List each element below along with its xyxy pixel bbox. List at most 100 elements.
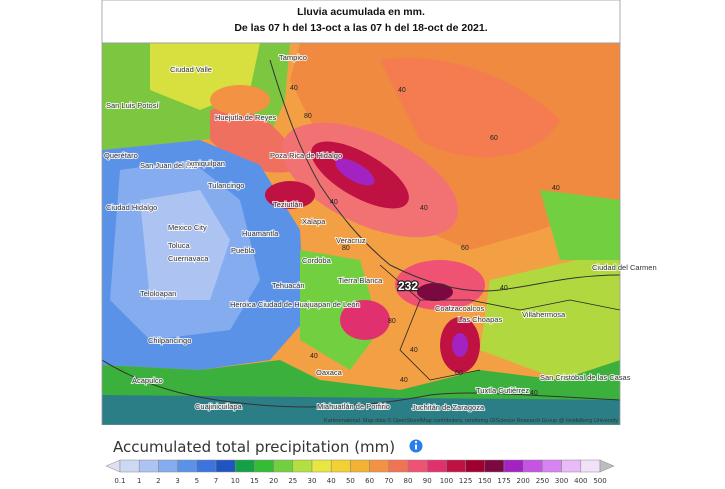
place-label: Cuajinicuilapa: [195, 402, 243, 411]
contour-label: 80: [342, 245, 350, 252]
place-label: Cordoba: [302, 256, 332, 265]
place-label: Querétaro: [104, 151, 138, 160]
place-label: Huamantla: [242, 229, 279, 238]
colorbar-tick-label: 20: [269, 477, 278, 485]
place-label: Tuxtla Gutiérrez: [476, 386, 529, 395]
colorbar-segment: [426, 459, 447, 473]
legend-title: Accumulated total precipitation (mm): [113, 438, 395, 456]
colorbar-segment: [292, 459, 313, 473]
header-line: Lluvia acumulada en mm.: [297, 6, 425, 18]
colorbar-segment: [503, 459, 524, 473]
contour-label: 40: [398, 87, 406, 94]
map: [102, 43, 620, 425]
place-label: Tierra Blanca: [338, 276, 383, 285]
colorbar-tick-label: 2: [156, 477, 160, 485]
contour-label: 40: [530, 390, 538, 397]
header-line: De las 07 h del 13-oct a las 07 h del 18…: [234, 22, 487, 34]
colorbar-tick-label: 1: [137, 477, 141, 485]
colorbar-tick-label: 100: [440, 477, 453, 485]
colorbar-segment: [580, 459, 601, 473]
colorbar-tick-label: 3: [175, 477, 179, 485]
colorbar-segment: [446, 459, 466, 473]
place-label: Ixmiquilpan: [187, 159, 225, 168]
colorbar-segment: [273, 459, 294, 473]
colorbar-segment: [369, 459, 390, 473]
colorbar-tick-label: 40: [327, 477, 336, 485]
place-label: Acapulco: [132, 376, 163, 385]
place-label: San Luis Potosí: [106, 101, 159, 110]
colorbar-tick-label: 150: [478, 477, 491, 485]
colorbar-segment: [196, 459, 217, 473]
place-label: San Cristóbal de las Casas: [540, 373, 631, 382]
colorbar-extension: [599, 459, 615, 473]
colorbar-tick-label: 60: [365, 477, 374, 485]
colorbar-segment: [350, 459, 370, 473]
place-label: Teloloapan: [140, 289, 176, 298]
contour-label: 60: [490, 135, 498, 142]
place-label: Tehuacán: [272, 281, 305, 290]
colorbar-segment: [138, 459, 159, 473]
colorbar-tick-label: 175: [497, 477, 510, 485]
colorbar-segment: [177, 459, 198, 473]
colorbar-tick-label: 15: [250, 477, 259, 485]
place-label: Toluca: [168, 241, 191, 250]
colorbar-tick-label: 5: [195, 477, 199, 485]
place-label: Poza Rica de Hidalgo: [270, 151, 342, 160]
colorbar-tick-label: 70: [384, 477, 393, 485]
place-label: San Juan del Río: [140, 161, 198, 170]
colorbar-tick-label: 10: [231, 477, 240, 485]
contour-label: 40: [552, 185, 560, 192]
contour-label: 60: [455, 370, 463, 377]
colorbar-segment: [465, 459, 486, 473]
contour-label: 40: [310, 353, 318, 360]
colorbar-tick-label: 0.1: [114, 477, 125, 485]
place-label: Xalapa: [302, 217, 326, 226]
colorbar-segment: [119, 459, 140, 473]
colorbar-tick-label: 250: [536, 477, 549, 485]
colorbar-tick-label: 125: [459, 477, 472, 485]
contour-label: 40: [420, 205, 428, 212]
colorbar-segment: [484, 459, 505, 473]
info-icon[interactable]: [409, 439, 423, 453]
place-label: Cuernavaca: [168, 254, 209, 263]
place-label: Coatzacoalcos: [435, 304, 484, 313]
colorbar-segment: [215, 459, 236, 473]
place-label: Ciudad del Carmen: [592, 263, 657, 272]
place-label: Ciudad Valle: [170, 65, 212, 74]
map-labels: Tampico Ciudad Valle San Luis Potosí Huejut…: [103, 52, 658, 413]
colorbar-tick-label: 300: [555, 477, 568, 485]
colorbar-tick-label: 7: [214, 477, 218, 485]
colorbar-segment: [254, 459, 274, 473]
colorbar-segment: [407, 459, 428, 473]
colorbar-tick-label: 200: [517, 477, 530, 485]
contour-label: 80: [388, 318, 396, 325]
colorbar-segment: [311, 459, 332, 473]
place-label: Tulancingo: [208, 181, 244, 190]
colorbar-tick-label: 25: [288, 477, 297, 485]
place-label: Ciudad Hidalgo: [106, 203, 157, 212]
place-label: Juchitán de Zaragoza: [412, 403, 485, 412]
place-label: Mexico City: [168, 223, 207, 232]
max-value-label: 232: [398, 279, 418, 293]
colorbar-segment: [561, 459, 582, 473]
contour-label: 60: [461, 245, 469, 252]
contour-label: 40: [290, 85, 298, 92]
contour-label: 40: [400, 377, 408, 384]
colorbar-tick-label: 500: [593, 477, 606, 485]
place-label: Villahermosa: [522, 310, 566, 319]
place-label: Oaxaca: [316, 368, 343, 377]
header-box: [101, 0, 621, 44]
colorbar-tick-label: 30: [308, 477, 317, 485]
place-label: Tampico: [279, 53, 307, 62]
contour-label: 40: [330, 199, 338, 206]
place-label: Puebla: [231, 246, 255, 255]
place-label: Teziutlán: [273, 200, 303, 209]
colorbar-segment: [234, 459, 255, 473]
colorbar-segment: [158, 459, 178, 473]
place-label: Chilpancingo: [148, 336, 191, 345]
colorbar: 0.1 1 2 3 5 7 10 15 20 25 30 40 50 60 70 80 90 100 125 150 1…: [105, 459, 615, 485]
colorbar-segment: [330, 459, 351, 473]
colorbar-segment: [542, 459, 562, 473]
colorbar-segment: [388, 459, 409, 473]
place-label: Veracruz: [336, 236, 366, 245]
